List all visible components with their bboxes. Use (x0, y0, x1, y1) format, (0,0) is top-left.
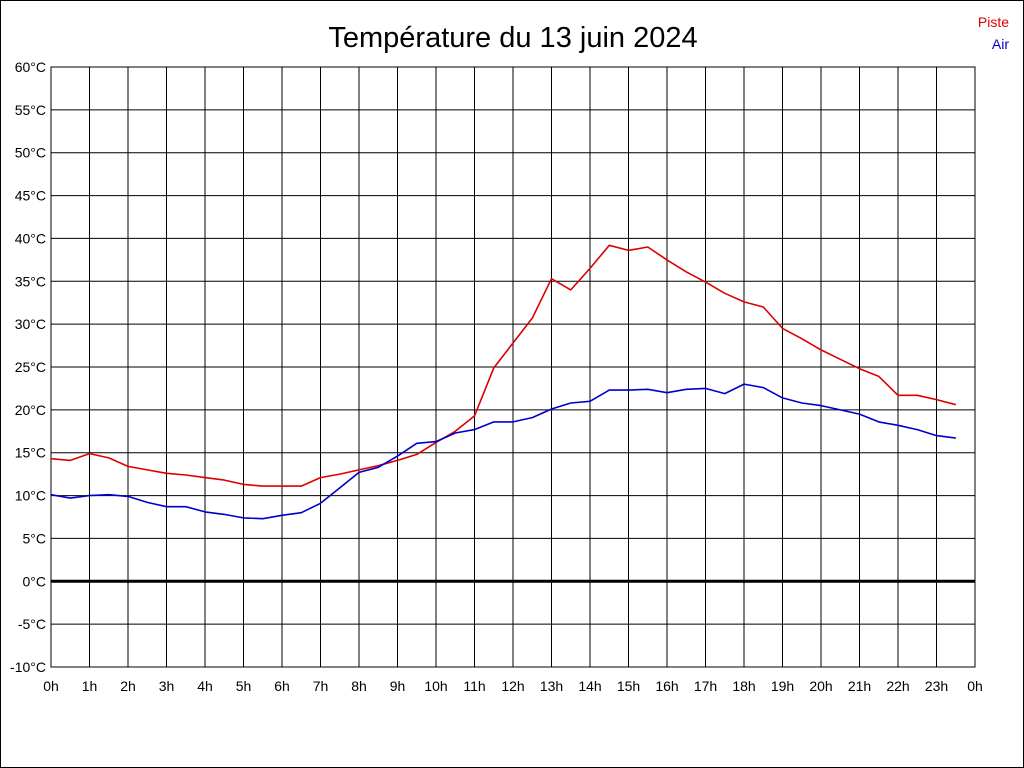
y-tick-label: 25°C (15, 359, 46, 375)
x-tick-label: 7h (313, 678, 329, 694)
y-tick-label: 0°C (23, 573, 47, 589)
series-line-air (50, 383, 956, 520)
x-tick-label: 11h (463, 678, 485, 694)
x-tick-label: 0h (43, 678, 59, 694)
x-tick-label: 2h (120, 678, 136, 694)
x-tick-label: 6h (274, 678, 290, 694)
x-tick-label: 23h (925, 678, 948, 694)
y-tick-label: 10°C (15, 488, 46, 504)
x-tick-label: 22h (886, 678, 909, 694)
chart-title: Température du 13 juin 2024 (328, 22, 697, 54)
x-tick-label: 20h (809, 678, 832, 694)
x-tick-label: 21h (848, 678, 871, 694)
x-tick-label: 3h (159, 678, 175, 694)
y-tick-label: 15°C (15, 445, 46, 461)
x-axis-ticks: 0h 1h 2h 3h 4h 5h 6h 7h 8h 9h 10h 11h 12h 13h 14h 15h 16… (43, 678, 983, 694)
y-tick-label: 60°C (15, 59, 46, 75)
y-tick-label: 20°C (15, 402, 46, 418)
y-tick-label: 50°C (15, 145, 46, 161)
x-tick-label: 9h (390, 678, 406, 694)
x-tick-label: 13h (540, 678, 563, 694)
x-tick-label: 5h (236, 678, 252, 694)
x-tick-label: 10h (424, 678, 447, 694)
y-axis-ticks: -10°C -5°C 0°C 5°C 10°C 15°C 20°C 25°C 30°C 35°C 4… (10, 59, 46, 675)
series-line-piste (50, 244, 957, 487)
x-tick-label: 17h (694, 678, 717, 694)
x-tick-label: 14h (578, 678, 601, 694)
y-tick-label: 5°C (23, 530, 47, 546)
y-tick-label: 55°C (15, 102, 46, 118)
y-tick-label: 45°C (15, 188, 46, 204)
y-tick-label: 40°C (15, 230, 46, 246)
series-lines (50, 244, 957, 520)
legend-entry-air: Air (992, 36, 1009, 52)
legend: Piste Air (978, 14, 1009, 52)
x-tick-label: 4h (197, 678, 213, 694)
y-tick-label: 30°C (15, 316, 46, 332)
x-tick-label: 18h (732, 678, 755, 694)
x-tick-label: 0h (967, 678, 983, 694)
y-tick-label: 35°C (15, 273, 46, 289)
y-tick-label: -10°C (10, 659, 46, 675)
x-tick-label: 15h (617, 678, 640, 694)
x-tick-label: 1h (82, 678, 98, 694)
x-tick-label: 8h (351, 678, 367, 694)
x-tick-label: 19h (771, 678, 794, 694)
legend-entry-piste: Piste (978, 14, 1009, 30)
x-tick-label: 16h (655, 678, 678, 694)
y-tick-label: -5°C (18, 616, 46, 632)
x-tick-label: 12h (501, 678, 524, 694)
